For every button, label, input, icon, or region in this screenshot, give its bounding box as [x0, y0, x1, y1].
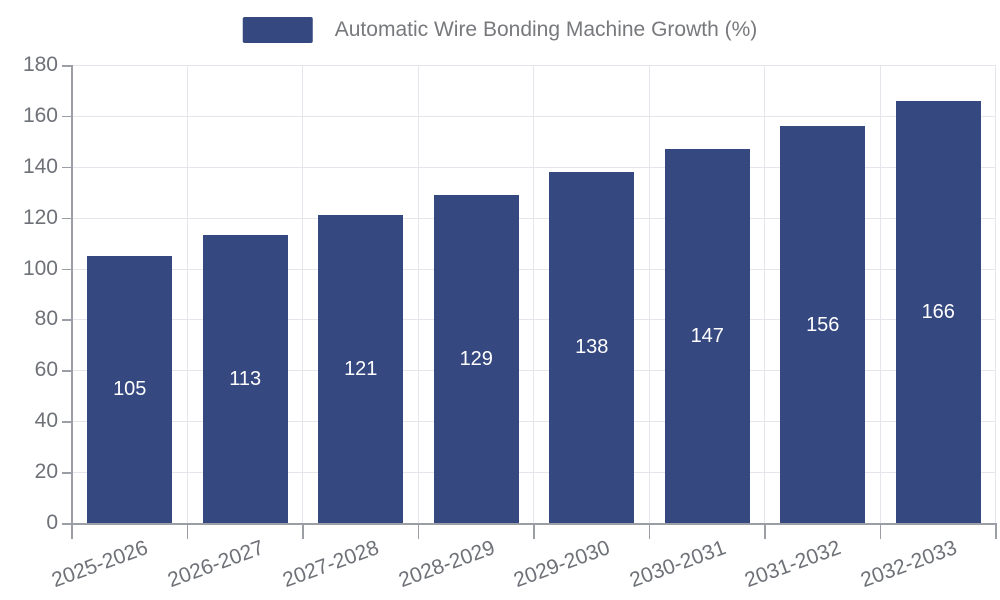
y-axis-tick-label: 100 [22, 256, 58, 280]
bar-2031-2032[interactable] [780, 126, 866, 523]
x-gridline [533, 65, 534, 523]
bar-value-label: 147 [690, 324, 724, 347]
y-axis-tick-label: 60 [34, 358, 58, 382]
x-axis-tick [533, 523, 535, 539]
y-axis-tick [62, 166, 71, 169]
y-axis-tick [62, 268, 71, 271]
x-axis-tick-label: 2026-2027 [164, 536, 267, 593]
bar-2030-2031[interactable] [664, 148, 750, 523]
bar-value-label: 138 [575, 336, 609, 359]
legend-label: Automatic Wire Bonding Machine Growth (%… [334, 18, 758, 41]
y-axis-tick-label: 0 [46, 511, 58, 534]
bar-value-label: 113 [229, 368, 262, 391]
x-axis-tick-label: 2027-2028 [280, 536, 383, 593]
bar-value-label: 129 [459, 347, 493, 370]
y-axis-tick [62, 65, 71, 67]
y-axis-tick [62, 421, 71, 423]
x-axis-tick-label: 2025-2026 [49, 536, 152, 593]
bar-value-label: 166 [921, 300, 955, 323]
legend-swatch [242, 17, 313, 43]
bar-value-label: 156 [806, 313, 840, 336]
y-axis-tick [62, 115, 71, 118]
y-axis-tick [62, 217, 71, 220]
y-gridline [72, 217, 996, 219]
bar-2029-2030[interactable] [549, 171, 635, 523]
y-axis-tick [62, 319, 71, 321]
x-axis-tick [995, 523, 997, 539]
y-gridline [72, 319, 996, 321]
x-gridline [648, 65, 650, 523]
x-gridline [879, 65, 881, 523]
x-axis-tick [764, 523, 766, 539]
x-gridline [186, 65, 188, 523]
y-gridline [72, 166, 996, 168]
x-gridline [995, 65, 996, 523]
x-gridline [764, 65, 765, 523]
x-axis-tick [71, 523, 73, 539]
y-axis-line [71, 65, 73, 523]
y-axis-tick [62, 523, 71, 525]
legend[interactable]: Automatic Wire Bonding Machine Growth (%… [242, 17, 758, 43]
x-axis-tick-label: 2028-2029 [395, 536, 498, 593]
x-axis-tick-label: 2031-2032 [742, 536, 845, 593]
bar-2028-2029[interactable] [433, 194, 519, 523]
y-axis-tick-label: 160 [22, 103, 58, 127]
x-axis-tick [186, 523, 188, 539]
y-axis-tick-label: 80 [34, 307, 58, 331]
y-axis-tick [62, 370, 71, 372]
bar-2025-2026[interactable] [87, 255, 173, 523]
x-gridline [302, 65, 303, 523]
y-axis-tick-label: 20 [34, 460, 58, 484]
y-gridline [72, 370, 996, 372]
x-axis-tick [879, 523, 881, 539]
x-axis-tick [302, 523, 304, 539]
y-gridline [72, 421, 996, 423]
bar-value-label: 105 [113, 378, 147, 401]
y-gridline [72, 65, 996, 66]
y-gridline [72, 115, 996, 117]
y-gridline [72, 268, 996, 270]
y-gridline [72, 472, 996, 474]
bar-2032-2033[interactable] [895, 100, 981, 523]
y-axis-tick-label: 40 [34, 409, 58, 433]
bar-2026-2027[interactable] [202, 235, 288, 523]
x-axis-tick [648, 523, 650, 539]
x-axis-tick-label: 2030-2031 [626, 536, 729, 593]
y-axis-tick-label: 180 [22, 53, 58, 76]
x-gridline [417, 65, 419, 523]
x-axis-tick-label: 2029-2030 [511, 536, 614, 593]
y-axis-tick [62, 472, 71, 474]
x-axis-tick [417, 523, 419, 539]
bar-value-label: 121 [344, 358, 378, 381]
bar-2027-2028[interactable] [318, 215, 404, 523]
x-axis-tick-label: 2032-2033 [857, 536, 960, 593]
y-axis-tick-label: 140 [22, 154, 58, 178]
y-axis-tick-label: 120 [22, 205, 58, 229]
